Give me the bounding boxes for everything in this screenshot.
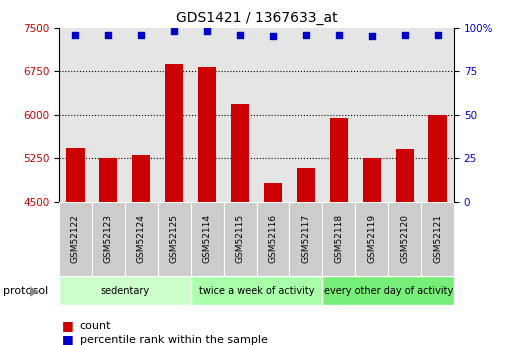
Bar (125, 28, 157, 202)
Bar (264, 183, 282, 202)
Bar (125, 202, 158, 276)
Bar (158, 202, 191, 276)
Bar (231, 104, 249, 202)
Bar (363, 158, 381, 202)
Bar (132, 155, 150, 202)
Bar (59, 202, 92, 276)
Point (368, 33, 376, 39)
Bar (428, 115, 447, 202)
Point (269, 33, 277, 39)
Text: percentile rank within the sample: percentile rank within the sample (80, 335, 267, 345)
Point (137, 32, 145, 37)
Text: GSM52120: GSM52120 (400, 214, 409, 264)
Bar (289, 28, 322, 202)
Bar (59, 276, 191, 305)
Bar (191, 276, 322, 305)
Bar (191, 202, 224, 276)
Point (71, 32, 80, 37)
Bar (92, 202, 125, 276)
Text: GSM52125: GSM52125 (170, 214, 179, 264)
Bar (224, 28, 256, 202)
Bar (396, 149, 413, 202)
Text: twice a week of activity: twice a week of activity (199, 286, 314, 296)
Text: GSM52119: GSM52119 (367, 214, 376, 264)
Text: every other day of activity: every other day of activity (324, 286, 453, 296)
Text: GSM52115: GSM52115 (235, 214, 245, 264)
Point (433, 32, 442, 37)
Text: GSM52114: GSM52114 (203, 214, 212, 264)
Bar (157, 28, 191, 202)
Text: GSM52117: GSM52117 (301, 214, 310, 264)
Bar (59, 28, 92, 202)
Bar (322, 28, 355, 202)
Point (203, 28, 211, 34)
Bar (224, 202, 256, 276)
Bar (330, 118, 348, 202)
Bar (421, 28, 454, 202)
Point (236, 32, 244, 37)
Text: sedentary: sedentary (100, 286, 149, 296)
Text: GSM52124: GSM52124 (137, 215, 146, 263)
Text: ▶: ▶ (30, 284, 40, 297)
Text: GSM52123: GSM52123 (104, 214, 113, 264)
Bar (355, 202, 388, 276)
Point (334, 32, 343, 37)
Bar (191, 28, 224, 202)
Text: GSM52122: GSM52122 (71, 215, 80, 263)
Text: ■: ■ (62, 319, 73, 333)
Point (401, 32, 409, 37)
Bar (388, 28, 421, 202)
Point (302, 32, 310, 37)
Text: GSM52118: GSM52118 (334, 214, 343, 264)
Bar (256, 202, 289, 276)
Bar (100, 158, 117, 202)
Text: GSM52121: GSM52121 (433, 214, 442, 264)
Bar (322, 202, 355, 276)
Bar (92, 28, 125, 202)
Bar (66, 148, 85, 202)
Bar (297, 168, 315, 202)
Bar (322, 276, 454, 305)
Bar (388, 202, 421, 276)
Text: GSM52116: GSM52116 (268, 214, 278, 264)
Bar (289, 202, 322, 276)
Bar (198, 67, 216, 202)
Point (170, 28, 179, 34)
Title: GDS1421 / 1367633_at: GDS1421 / 1367633_at (175, 11, 338, 25)
Text: ■: ■ (62, 333, 73, 345)
Bar (421, 202, 454, 276)
Bar (256, 28, 289, 202)
Point (104, 32, 112, 37)
Text: protocol: protocol (3, 286, 48, 296)
Bar (165, 64, 183, 202)
Text: count: count (80, 321, 111, 331)
Bar (355, 28, 388, 202)
